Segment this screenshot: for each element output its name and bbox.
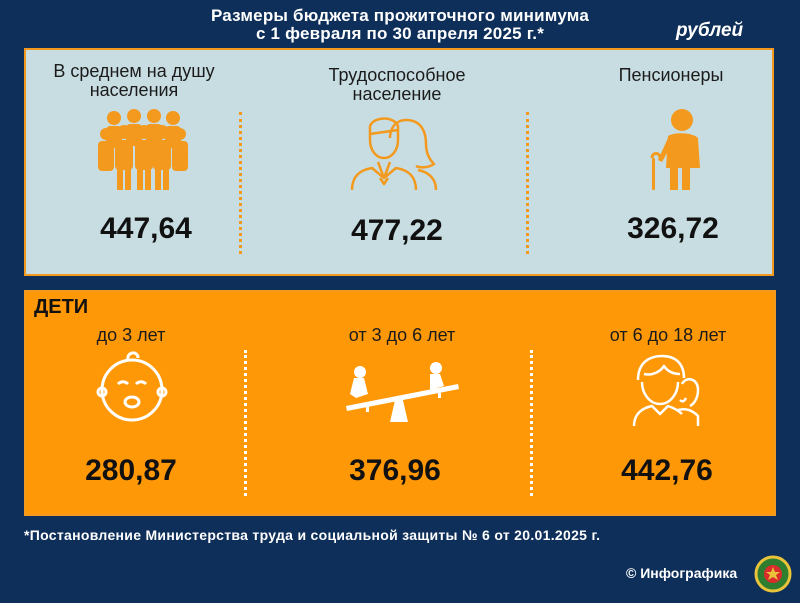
page-title: Размеры бюджета прожиточного минимума с … xyxy=(100,7,700,43)
age-0-3-label: до 3 лет xyxy=(96,325,166,345)
pensioners-label: Пенсионеры xyxy=(618,65,724,85)
seesaw-icon xyxy=(346,362,459,422)
age-6-18-label: от 6 до 18 лет xyxy=(609,325,727,345)
group-people-icon xyxy=(98,109,188,190)
adults-panel: В среднем на душу населения Трудоспособн… xyxy=(24,48,774,276)
age-3-6-label: от 3 до 6 лет xyxy=(348,325,456,345)
children-title: ДЕТИ xyxy=(34,296,89,318)
average-value: 447,64 xyxy=(100,212,192,245)
emblem-icon xyxy=(754,555,792,593)
divider-4 xyxy=(530,350,533,496)
baby-face-icon xyxy=(96,351,168,422)
title-line-2: с 1 февраля по 30 апреля 2025 г.* xyxy=(255,24,545,43)
footnote: *Постановление Министерства труда и соци… xyxy=(24,527,601,543)
divider-3 xyxy=(244,350,247,496)
age-3-6-value: 376,96 xyxy=(349,454,441,487)
working-age-value: 477,22 xyxy=(351,214,443,247)
pensioners-value: 326,72 xyxy=(627,212,719,245)
age-6-18-value: 442,76 xyxy=(621,454,713,487)
children-panel: ДЕТИ до 3 лет от 3 до 6 лет от 6 до 18 л… xyxy=(24,290,776,516)
working-age-label: Трудоспособное население xyxy=(328,65,466,104)
divider-2 xyxy=(526,112,529,254)
divider-1 xyxy=(239,112,242,254)
age-0-3-value: 280,87 xyxy=(85,454,177,487)
title-line-1: Размеры бюджета прожиточного минимума xyxy=(210,6,589,25)
unit-label: рублей xyxy=(676,20,744,41)
elderly-cane-icon xyxy=(650,109,700,190)
average-label: В среднем на душу населения xyxy=(53,61,215,100)
teenagers-icon xyxy=(632,354,700,426)
man-woman-icon xyxy=(350,117,438,190)
credit: © Инфографика xyxy=(626,565,738,581)
